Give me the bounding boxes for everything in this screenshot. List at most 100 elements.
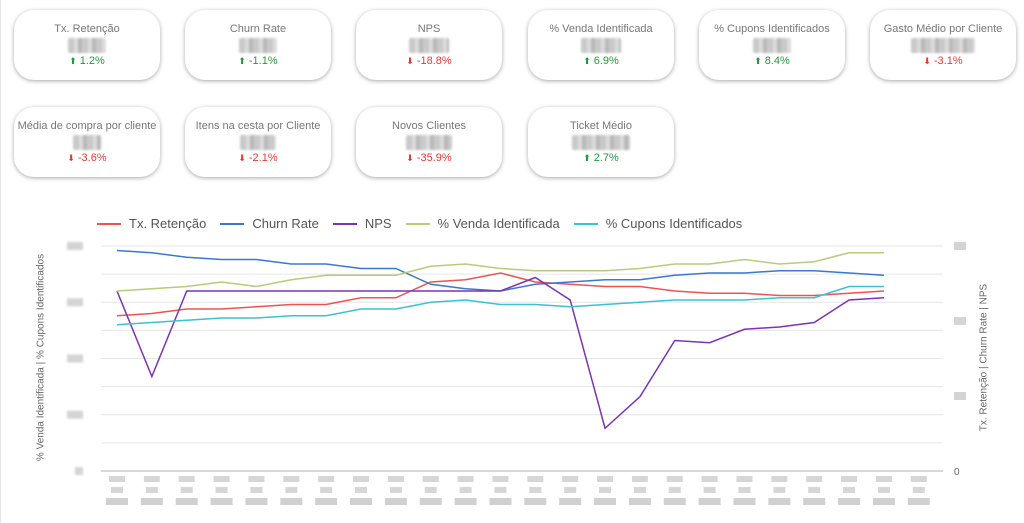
kpi-card: Novos Clientes ⬇ -35.9% — [356, 107, 502, 177]
kpi-delta: ⬆ 8.4% — [699, 55, 845, 67]
x-tick-label-redacted — [210, 498, 233, 505]
x-tick-label-redacted — [773, 487, 786, 493]
x-tick-label-redacted — [698, 498, 721, 505]
legend-item[interactable]: % Venda Identificada — [405, 216, 560, 231]
legend-label: NPS — [364, 216, 392, 231]
y-right-tick-zero: 0 — [954, 467, 960, 478]
arrow-up-icon: ⬆ — [754, 56, 762, 66]
kpi-delta-value: -18.8% — [416, 55, 452, 67]
x-tick-label-redacted — [318, 476, 335, 482]
x-tick-label-redacted — [843, 487, 856, 493]
kpi-title: % Venda Identificada — [549, 23, 653, 35]
legend-label: % Cupons Identificados — [605, 216, 743, 231]
x-tick-label-redacted — [387, 476, 404, 482]
kpi-delta: ⬆ -1.1% — [185, 55, 331, 67]
x-tick-label-redacted — [808, 487, 821, 493]
legend-label: % Venda Identificada — [437, 216, 560, 231]
kpi-card: Tx. Retenção ⬆ 1.2% — [14, 10, 160, 80]
kpi-title: Tx. Retenção — [54, 23, 120, 35]
y-right-tick-label-redacted — [954, 392, 966, 400]
series-line — [116, 285, 884, 326]
kpi-delta-value: 1.2% — [79, 55, 105, 67]
x-tick-label-redacted — [875, 476, 892, 482]
kpi-title: % Cupons Identificados — [714, 23, 830, 35]
y-left-tick-label-redacted — [67, 354, 83, 363]
series-line — [116, 272, 884, 317]
kpi-delta: ⬆ 6.9% — [528, 55, 674, 67]
kpi-value-redacted — [406, 135, 452, 150]
x-tick-label-redacted — [738, 487, 751, 493]
x-tick-label-redacted — [285, 487, 298, 493]
arrow-up-icon: ⬆ — [69, 56, 77, 66]
kpi-value-redacted — [73, 135, 101, 150]
arrow-down-icon: ⬇ — [406, 56, 414, 66]
x-tick-label-redacted — [494, 487, 507, 493]
x-tick-label-redacted — [597, 476, 614, 482]
arrow-down-icon: ⬇ — [923, 56, 931, 66]
x-tick-label-redacted — [633, 487, 646, 493]
y-axis-right-title: Tx. Retenção | Churn Rate | NPS — [978, 283, 990, 432]
kpi-value-redacted — [911, 38, 975, 53]
x-tick-label-redacted — [250, 487, 263, 493]
kpi-card: Média de compra por cliente ⬇ -3.6% — [14, 107, 160, 177]
kpi-delta: ⬆ 2.7% — [528, 152, 674, 164]
y-left-tick-label-redacted — [67, 298, 83, 307]
kpi-value-redacted — [581, 38, 621, 53]
legend-swatch — [97, 222, 121, 225]
x-tick-label-redacted — [457, 476, 474, 482]
kpi-delta: ⬇ -35.9% — [356, 152, 502, 164]
kpi-card: Ticket Médio ⬆ 2.7% — [528, 107, 674, 177]
arrow-down-icon: ⬇ — [406, 153, 414, 163]
legend-item[interactable]: % Cupons Identificados — [573, 216, 743, 231]
x-tick-label-redacted — [280, 498, 303, 505]
x-tick-label-redacted — [283, 476, 300, 482]
kpi-delta: ⬆ 1.2% — [14, 55, 160, 67]
y-axis-left-title: % Venda Identificada | % Cupons Identifi… — [35, 253, 47, 462]
legend-item[interactable]: Churn Rate — [220, 216, 319, 231]
legend-swatch — [220, 222, 245, 225]
kpi-card: Gasto Médio por Cliente ⬇ -3.1% — [870, 10, 1016, 80]
x-tick-label-redacted — [701, 476, 718, 482]
legend-label: Tx. Retenção — [129, 216, 207, 231]
chart-legend: Tx. Retenção Churn Rate NPS % Venda Identif… — [97, 216, 756, 231]
x-tick-label-redacted — [245, 498, 268, 505]
x-tick-label-redacted — [419, 498, 442, 505]
legend-item[interactable]: NPS — [332, 216, 392, 231]
legend-item[interactable]: Tx. Retenção — [97, 216, 206, 231]
x-tick-label-redacted — [384, 498, 407, 505]
x-tick-label-redacted — [559, 498, 582, 505]
x-tick-label-redacted — [877, 487, 890, 493]
x-tick-label-redacted — [562, 476, 579, 482]
x-tick-label-redacted — [111, 487, 123, 493]
series-line — [116, 276, 884, 430]
x-tick-label-redacted — [529, 487, 542, 493]
x-tick-label-redacted — [145, 487, 158, 493]
x-tick-label-redacted — [524, 498, 547, 505]
kpi-delta-value: 6.9% — [593, 55, 619, 67]
x-tick-label-redacted — [910, 476, 927, 482]
x-tick-label-redacted — [180, 487, 193, 493]
x-tick-label-redacted — [320, 487, 333, 493]
x-tick-label-redacted — [668, 487, 681, 493]
kpi-value-redacted — [240, 135, 276, 150]
x-tick-label-redacted — [907, 498, 930, 505]
x-tick-label-redacted — [389, 487, 402, 493]
x-tick-label-redacted — [838, 498, 861, 505]
kpi-card: % Venda Identificada ⬆ 6.9% — [528, 10, 674, 80]
kpi-delta-value: -3.6% — [77, 152, 107, 164]
y-left-tick-label-redacted — [67, 410, 83, 419]
x-tick-label-redacted — [248, 476, 265, 482]
kpi-title: Gasto Médio por Cliente — [883, 23, 1003, 35]
x-tick-label-redacted — [628, 498, 651, 505]
x-tick-label-redacted — [768, 498, 791, 505]
legend-swatch — [405, 222, 430, 225]
kpi-delta-value: 2.7% — [593, 152, 619, 164]
legend-swatch — [332, 222, 357, 225]
kpi-value-redacted — [572, 135, 630, 150]
series-line — [116, 249, 884, 292]
kpi-title: Itens na cesta por Cliente — [195, 120, 321, 132]
kpi-delta: ⬇ -18.8% — [356, 55, 502, 67]
y-right-tick-label-redacted — [954, 242, 966, 250]
x-tick-label-redacted — [806, 476, 823, 482]
x-tick-label-redacted — [459, 487, 472, 493]
